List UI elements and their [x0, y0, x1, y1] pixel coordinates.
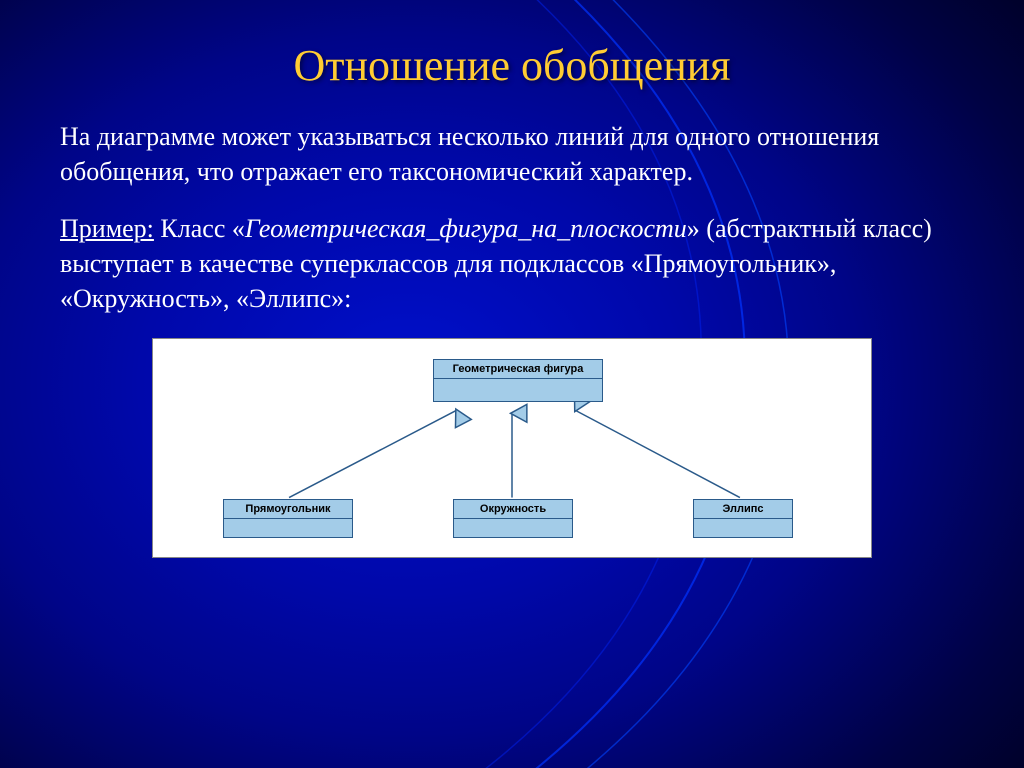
paragraph-1: На диаграмме может указываться несколько…: [60, 119, 964, 189]
uml-subclass-1: Прямоугольник: [223, 499, 353, 538]
uml-subclass-2-label: Окружность: [454, 500, 572, 519]
paragraph-2: Пример: Класс «Геометрическая_фигура_на_…: [60, 211, 964, 316]
para2-prefix: Класс «: [154, 214, 245, 243]
uml-body: [694, 519, 792, 537]
example-label: Пример:: [60, 214, 154, 243]
uml-subclass-2: Окружность: [453, 499, 573, 538]
uml-superclass: Геометрическая фигура: [433, 359, 603, 402]
slide-content: Отношение обобщения На диаграмме может у…: [0, 0, 1024, 598]
uml-superclass-label: Геометрическая фигура: [434, 360, 602, 379]
uml-diagram: Геометрическая фигура Прямоугольник Окру…: [152, 338, 872, 558]
uml-subclass-3-label: Эллипс: [694, 500, 792, 519]
uml-subclass-1-label: Прямоугольник: [224, 500, 352, 519]
para2-classname: Геометрическая_фигура_на_плоскости: [245, 214, 687, 243]
uml-body: [224, 519, 352, 537]
slide-title: Отношение обобщения: [60, 40, 964, 91]
uml-body: [454, 519, 572, 537]
uml-subclass-3: Эллипс: [693, 499, 793, 538]
uml-body: [434, 379, 602, 401]
